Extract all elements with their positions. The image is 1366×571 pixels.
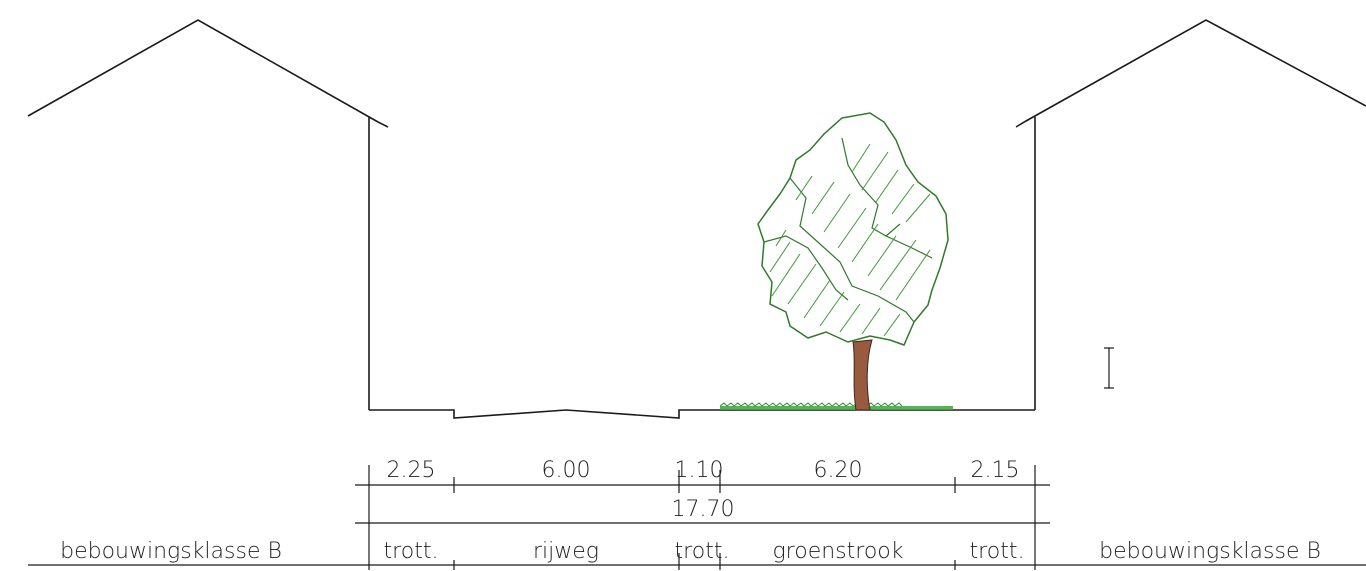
- label-zone-groenstrook: groenstrook: [772, 539, 903, 564]
- label-zone-trott-right: trott.: [970, 539, 1025, 564]
- left-building: [27, 19, 389, 410]
- dimension-trott-left: 2.25: [387, 458, 436, 483]
- label-zone-trott-middle: trott.: [675, 539, 730, 564]
- right-building: [1015, 19, 1366, 410]
- dimension-total: 17.70: [672, 497, 735, 522]
- dimension-trott-middle: 1.10: [675, 458, 724, 483]
- dimension-rijweg: 6.00: [542, 458, 591, 483]
- grass-strip: [719, 402, 953, 410]
- label-zone-rijweg: rijweg: [533, 539, 599, 564]
- dimension-lines: [28, 465, 1366, 570]
- dimension-trott-right: 2.15: [971, 458, 1020, 483]
- label-right-building: bebouwingsklasse B: [1099, 539, 1321, 564]
- street-ground-profile: [369, 409, 1035, 419]
- tree-icon: [757, 112, 949, 411]
- text-cursor-icon: [1104, 347, 1114, 389]
- dimension-groenstrook: 6.20: [814, 458, 863, 483]
- label-zone-trott-left: trott.: [384, 539, 439, 564]
- label-left-building: bebouwingsklasse B: [60, 539, 282, 564]
